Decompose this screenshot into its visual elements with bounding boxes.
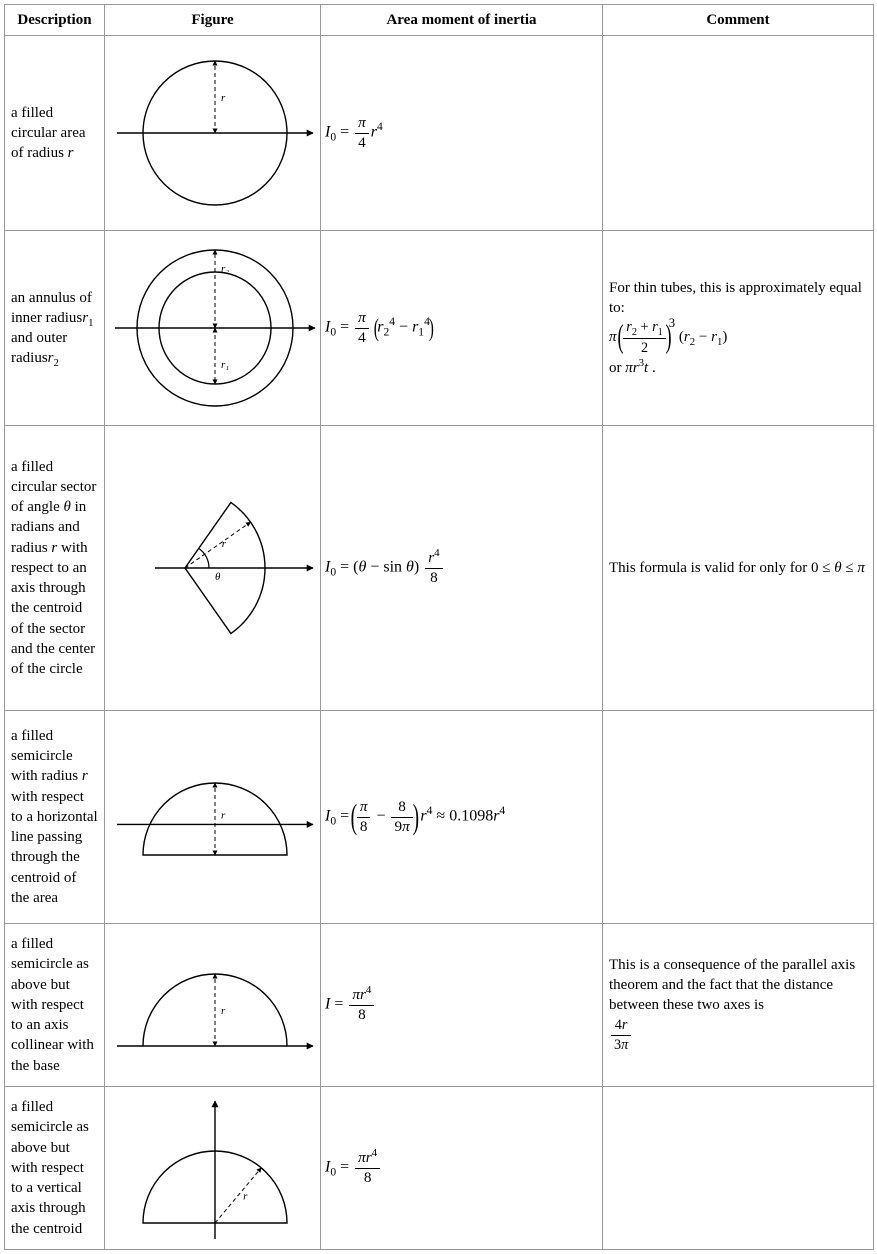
svg-text:r: r [221,809,226,821]
header-figure: Figure [105,5,321,36]
svg-text:θ: θ [215,571,221,583]
figure-cell: r [105,711,321,924]
svg-text:r₁: r₁ [221,359,229,371]
header-description: Description [5,5,105,36]
formula-cell: I = πr48 [321,924,603,1087]
formula-cell: I0 = π4r4 [321,36,603,231]
comment-cell: This is a consequence of the parallel ax… [603,924,874,1087]
formula-cell: I0 = πr48 [321,1087,603,1250]
formula-cell: I0 = (θ − sin θ) r48 [321,426,603,711]
header-row: Description Figure Area moment of inerti… [5,5,874,36]
comment-cell [603,36,874,231]
description-cell: a filled circular sector of angle θ in r… [5,426,105,711]
figure-cell: r [105,1087,321,1250]
header-comment: Comment [603,5,874,36]
description-cell: a filled semicircle as above but with re… [5,1087,105,1250]
comment-cell: This formula is valid for only for 0 ≤ θ… [603,426,874,711]
svg-text:r: r [243,1190,248,1202]
figure-cell: r [105,924,321,1087]
description-cell: a filled circular area of radius r [5,36,105,231]
header-moment: Area moment of inertia [321,5,603,36]
comment-cell [603,711,874,924]
inertia-table: Description Figure Area moment of inerti… [4,4,874,1250]
table-row: a filled semicircle as above but with re… [5,1087,874,1250]
figure-cell: rθ [105,426,321,711]
figure-cell: r₂ r₁ [105,231,321,426]
table-row: an annulus of inner radiusr1 and outer r… [5,231,874,426]
figure-cell: r [105,36,321,231]
svg-text:r₂: r₂ [221,263,229,275]
comment-cell [603,1087,874,1250]
formula-cell: I0 = (π8 − 89π) r4 ≈ 0.1098r4 [321,711,603,924]
formula-cell: I0 = π4 (r24 − r14) [321,231,603,426]
table-row: a filled semicircle as above but with re… [5,924,874,1087]
table-row: a filled circular area of radius r r I0 = … [5,36,874,231]
table-row: a filled semicircle with radius r with r… [5,711,874,924]
comment-cell: For thin tubes, this is approximately eq… [603,231,874,426]
table-row: a filled circular sector of angle θ in r… [5,426,874,711]
description-cell: a filled semicircle as above but with re… [5,924,105,1087]
description-cell: a filled semicircle with radius r with r… [5,711,105,924]
svg-text:r: r [221,92,226,104]
description-cell: an annulus of inner radiusr1 and outer r… [5,231,105,426]
svg-text:r: r [222,538,227,550]
svg-text:r: r [221,1005,226,1017]
